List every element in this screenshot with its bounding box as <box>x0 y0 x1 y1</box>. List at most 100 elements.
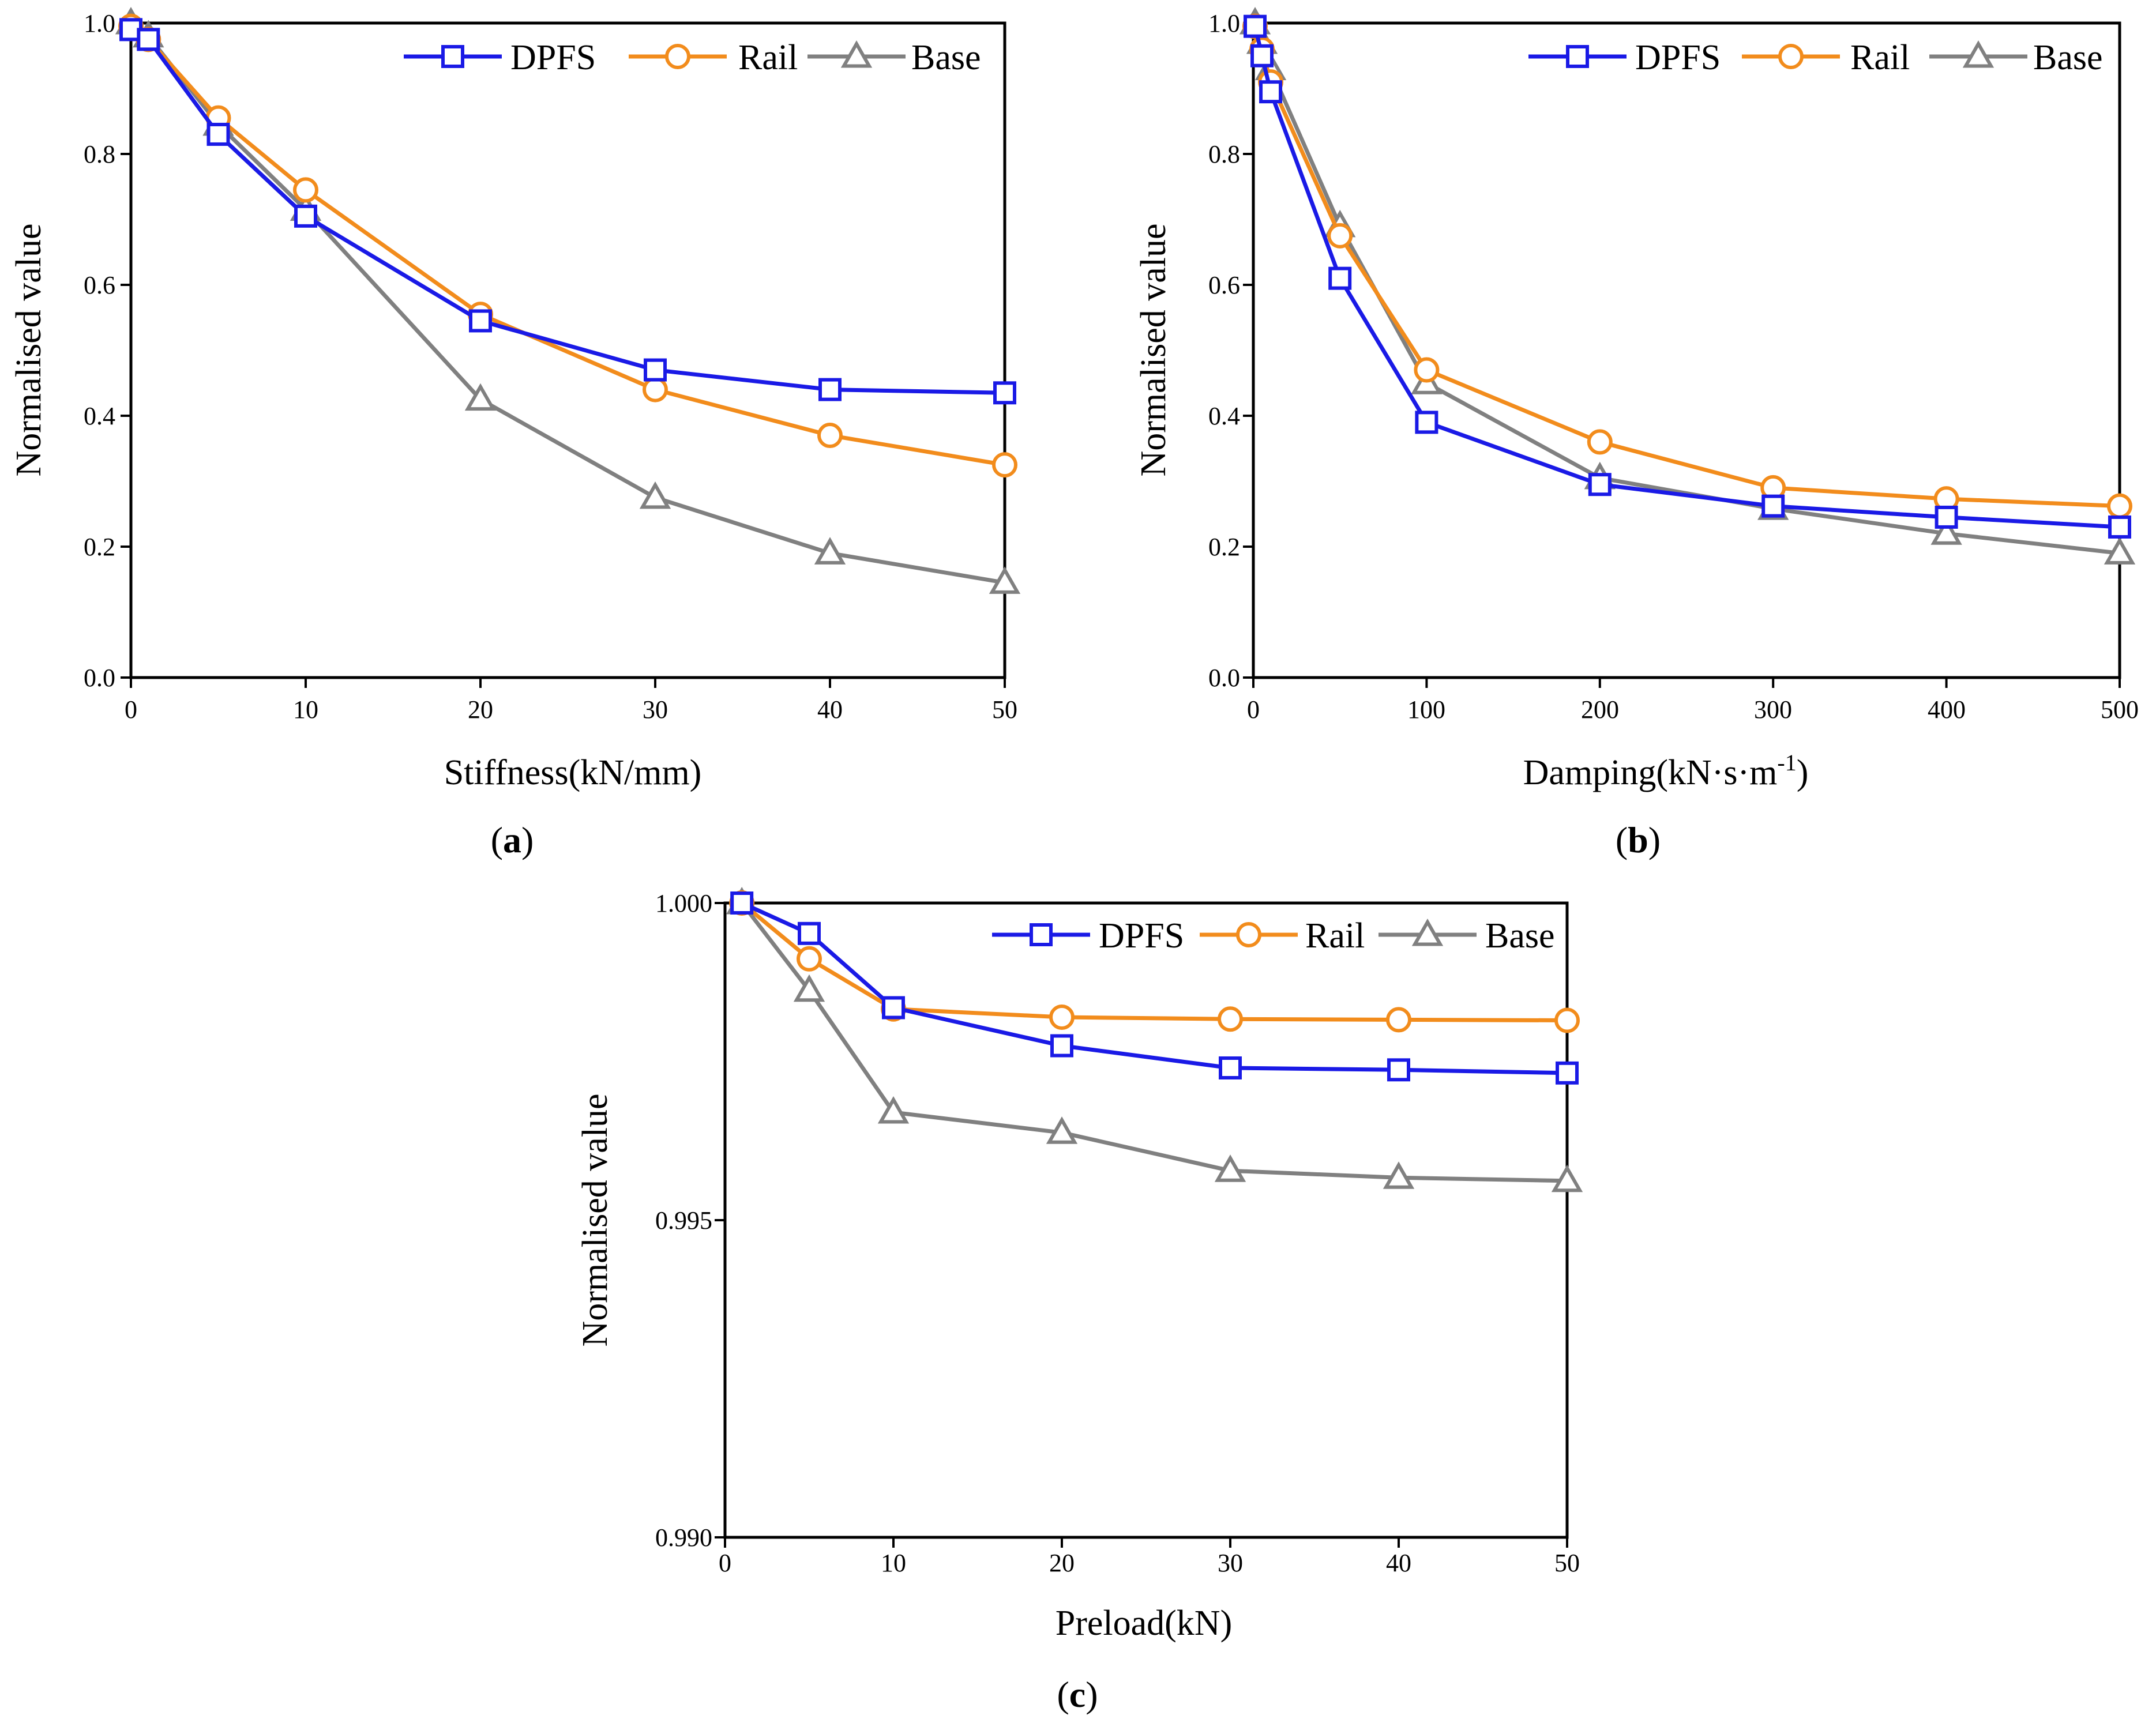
series-line-rail <box>1253 25 2120 509</box>
data-point-circle <box>1554 1007 1580 1033</box>
y-axis-title-c: Normalised value <box>576 1093 615 1346</box>
data-point-circle <box>1218 1006 1243 1032</box>
data-point-triangle <box>1411 918 1444 946</box>
panel-a: 0 10 20 30 40 50 0.0 0.2 0.4 0.6 0.8 1.0… <box>9 6 1021 860</box>
x-tick-label: 400 <box>1928 695 1966 724</box>
data-point-square <box>1050 1034 1073 1058</box>
data-point-square <box>818 378 842 401</box>
data-point-square <box>1328 266 1352 290</box>
legend-a: DPFS Rail Base <box>404 38 981 77</box>
x-tick-label: 40 <box>817 695 843 724</box>
plot-frame-c <box>723 901 1569 1539</box>
x-tick-labels-c: 0 10 20 30 40 50 <box>719 1549 1580 1577</box>
data-point-triangle <box>1383 1161 1415 1189</box>
data-point-square <box>2108 515 2131 539</box>
y-tick-label: 0.4 <box>84 402 115 430</box>
y-tick-label: 0.2 <box>1208 533 1240 561</box>
x-tick-label: 20 <box>468 695 493 724</box>
x-tick-label: 200 <box>1581 695 1619 724</box>
series-line-dpfs <box>130 28 1005 395</box>
y-tick-labels-b: 0.0 0.2 0.4 0.6 0.8 1.0 <box>1208 9 1240 692</box>
data-point-square <box>1250 44 1274 67</box>
series-a <box>115 6 1021 594</box>
legend-b: DPFS Rail Base <box>1528 38 2103 77</box>
legend-label-rail: Rail <box>1850 38 1910 77</box>
y-tick-label: 0.2 <box>84 533 115 561</box>
y-tick-label: 0.0 <box>1208 664 1240 692</box>
panel-label-a: (a) <box>491 819 534 860</box>
data-point-square <box>1935 505 1958 529</box>
data-point-triangle <box>877 1096 910 1124</box>
x-tick-label: 40 <box>1386 1549 1411 1577</box>
y-tick-label: 0.990 <box>655 1523 712 1552</box>
data-point-circle <box>643 377 668 402</box>
data-point-circle <box>1587 429 1613 455</box>
data-point-circle <box>817 423 843 449</box>
data-point-circle <box>1414 357 1440 383</box>
y-tick-label: 0.8 <box>1208 140 1240 168</box>
x-tick-labels-b: 0 100 200 300 400 500 <box>1247 695 2139 724</box>
legend-label-base: Base <box>1485 916 1555 955</box>
data-point-square <box>1387 1058 1410 1082</box>
x-tick-label: 50 <box>992 695 1017 724</box>
data-point-square <box>1219 1056 1242 1079</box>
ticks-c <box>715 902 1568 1548</box>
data-point-triangle <box>1551 1164 1583 1192</box>
data-point-circle <box>2107 493 2132 519</box>
series-line-base <box>1253 22 2120 555</box>
data-point-circle <box>1778 44 1804 69</box>
y-tick-label: 0.6 <box>1208 271 1240 299</box>
x-tick-label: 300 <box>1754 695 1792 724</box>
y-axis-title-b: Normalised value <box>1134 223 1173 476</box>
data-point-triangle <box>1962 40 1995 68</box>
data-point-square <box>1415 411 1438 434</box>
series-rail <box>1242 13 2132 519</box>
plot-frame-b <box>1252 21 2121 679</box>
data-point-triangle <box>2104 537 2136 565</box>
y-tick-label: 1.0 <box>84 9 115 37</box>
x-tick-label: 20 <box>1049 1549 1075 1577</box>
legend-label-dpfs: DPFS <box>1099 916 1184 955</box>
data-point-triangle <box>639 481 671 509</box>
data-point-square <box>441 45 464 68</box>
series-line-dpfs <box>1253 25 2120 529</box>
series-b <box>1239 6 2136 565</box>
data-point-circle <box>992 452 1017 478</box>
x-tick-label: 30 <box>643 695 668 724</box>
legend-label-base: Base <box>911 38 981 77</box>
data-point-triangle <box>989 566 1021 594</box>
series-rail <box>729 890 1580 1033</box>
y-tick-labels-a: 0.0 0.2 0.4 0.6 0.8 1.0 <box>84 9 115 692</box>
ticks-b <box>1243 22 2121 688</box>
data-point-circle <box>1386 1007 1411 1033</box>
x-axis-title-a: Stiffness(kN/mm) <box>444 753 702 792</box>
y-tick-label: 0.0 <box>84 664 115 692</box>
y-tick-label: 0.995 <box>655 1206 712 1235</box>
series-dpfs <box>119 18 1016 405</box>
x-tick-label: 50 <box>1554 1549 1580 1577</box>
data-point-square <box>1244 14 1267 38</box>
data-point-square <box>137 28 160 51</box>
data-point-circle <box>1049 1005 1075 1030</box>
data-point-circle <box>1236 922 1261 947</box>
y-tick-label: 1.000 <box>655 889 712 917</box>
y-tick-label: 0.4 <box>1208 402 1240 430</box>
data-point-square <box>882 996 905 1019</box>
data-point-square <box>1556 1061 1579 1085</box>
plot-frame-a <box>129 21 1006 679</box>
x-axis-title-c: Preload(kN) <box>1056 1604 1232 1643</box>
y-tick-label: 1.0 <box>1208 9 1240 37</box>
data-point-triangle <box>1046 1116 1078 1144</box>
series-dpfs <box>1244 14 2131 539</box>
data-point-circle <box>665 44 690 69</box>
data-point-triangle <box>793 974 825 1002</box>
x-tick-labels-a: 0 10 20 30 40 50 <box>125 695 1017 724</box>
data-point-square <box>1030 923 1053 946</box>
series-base <box>1239 6 2136 565</box>
series-base <box>115 6 1021 594</box>
data-point-square <box>1566 45 1589 68</box>
x-axis-title-b: Damping(kN·s·m-1) <box>1523 750 1809 792</box>
series-dpfs <box>730 891 1579 1085</box>
y-tick-label: 0.8 <box>84 140 115 168</box>
